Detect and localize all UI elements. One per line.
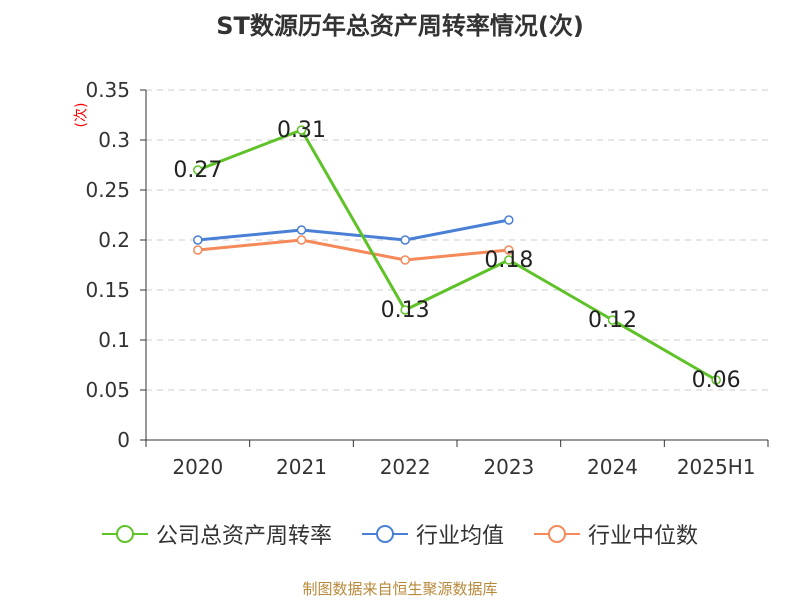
legend-label-company: 公司总资产周转率 xyxy=(155,524,332,549)
series-line xyxy=(197,218,510,242)
data-label: 0.13 xyxy=(381,298,430,323)
x-tick-label: 2025H1 xyxy=(677,455,756,479)
y-axis-label: (次) xyxy=(73,102,90,128)
data-point xyxy=(400,255,410,265)
legend-label-industry-avg: 行业均值 xyxy=(415,524,504,549)
data-point xyxy=(400,235,410,245)
legend-item-industry-avg[interactable]: 行业均值 xyxy=(361,518,504,550)
data-point xyxy=(296,235,307,245)
data-point xyxy=(400,305,410,315)
legend-item-industry-median[interactable]: 行业中位数 xyxy=(534,518,698,550)
data-label: 0.06 xyxy=(692,368,741,393)
data-label: 0.31 xyxy=(277,118,326,143)
legend-swatch-industry-avg xyxy=(361,525,408,543)
data-point xyxy=(296,225,307,235)
x-tick-label: 2023 xyxy=(483,455,534,479)
x-tick-label: 2022 xyxy=(380,455,431,479)
data-label: 0.27 xyxy=(173,158,222,183)
chart-title: ST数源历年总资产周转率情况(次) xyxy=(216,12,584,40)
data-point xyxy=(711,375,721,385)
data-label: 0.18 xyxy=(484,248,533,273)
y-tick-label: 0.35 xyxy=(85,78,130,102)
data-label: 0.12 xyxy=(588,308,637,333)
data-point xyxy=(193,235,203,245)
y-tick-label: 0.25 xyxy=(85,178,130,202)
data-point xyxy=(504,245,514,255)
series-line xyxy=(197,128,717,382)
data-point xyxy=(504,215,514,225)
data-point xyxy=(193,165,203,175)
y-tick-label: 0.05 xyxy=(85,378,130,402)
y-tick-label: 0.2 xyxy=(98,228,130,252)
x-tick-label: 2024 xyxy=(587,455,638,479)
legend-label-industry-median: 行业中位数 xyxy=(588,524,699,549)
data-source-note: 制图数据来自恒生聚源数据库 xyxy=(302,580,498,598)
y-tick-label: 0.3 xyxy=(98,128,130,152)
data-point xyxy=(504,255,514,265)
x-tick-label: 2020 xyxy=(172,455,223,479)
legend-swatch-company xyxy=(101,525,148,543)
y-tick-label: 0.15 xyxy=(85,278,130,302)
x-tick-label: 2021 xyxy=(276,455,327,479)
legend: 公司总资产周转率 行业均值 行业中位数 xyxy=(0,518,800,550)
legend-swatch-industry-median xyxy=(534,525,580,543)
data-point xyxy=(193,245,203,255)
y-axis-label-wrap: (次) xyxy=(68,102,96,145)
data-point xyxy=(607,315,618,325)
legend-item-company[interactable]: 公司总资产周转率 xyxy=(101,518,332,550)
series-line xyxy=(197,238,509,262)
y-tick-label: 0.1 xyxy=(98,328,130,352)
y-tick-label: 0 xyxy=(117,428,130,452)
data-point xyxy=(296,125,307,135)
